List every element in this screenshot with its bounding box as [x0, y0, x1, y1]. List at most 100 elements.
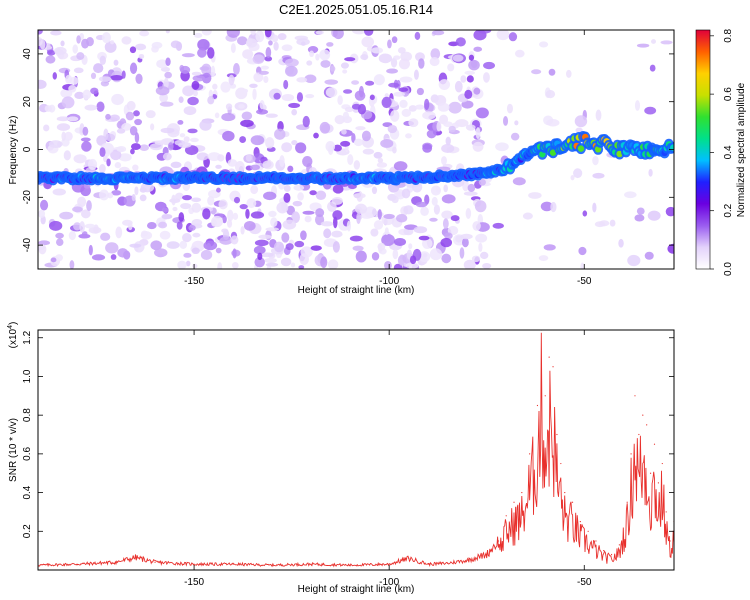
heatmap-noise-cell: [582, 210, 588, 217]
heatmap-noise-cell: [474, 200, 487, 213]
heatmap-noise-cell: [360, 212, 374, 219]
heatmap-noise-cell: [127, 222, 133, 231]
heatmap-noise-cell: [433, 204, 441, 215]
heatmap-noise-cell: [595, 109, 602, 121]
heatmap-noise-cell: [648, 168, 653, 177]
heatmap-noise-cell: [178, 212, 185, 222]
heatmap-noise-cell: [182, 85, 195, 97]
heatmap-noise-cell: [305, 94, 315, 99]
heatmap-noise-cell: [340, 62, 349, 69]
heatmap-noise-cell: [315, 53, 320, 61]
snr-y-axis-label: SNR (10 * v/v): [8, 418, 19, 482]
heatmap-noise-cell: [349, 235, 363, 242]
snr-data-point: [638, 433, 640, 436]
heatmap-noise-cell: [59, 211, 74, 220]
heatmap-y-tick-label: 0: [22, 146, 33, 152]
heatmap-noise-cell: [178, 142, 192, 149]
snr-y-tick-label: 1.2: [22, 330, 33, 344]
heatmap-noise-cell: [141, 230, 148, 237]
snr-data-point: [556, 433, 558, 436]
heatmap-noise-cell: [38, 245, 46, 251]
heatmap-noise-cell: [192, 90, 198, 97]
heatmap-noise-cell: [574, 115, 588, 128]
heatmap-noise-cell: [430, 48, 441, 60]
heatmap-noise-cell: [331, 196, 343, 205]
heatmap-noise-cell: [197, 38, 210, 51]
heatmap-noise-cell: [126, 100, 136, 111]
heatmap-noise-cell: [220, 81, 231, 93]
heatmap-noise-cell: [302, 155, 313, 168]
heatmap-noise-cell: [376, 162, 388, 168]
heatmap-noise-cell: [473, 46, 483, 52]
heatmap-noise-cell: [176, 221, 183, 230]
heatmap-noise-cell: [398, 58, 410, 70]
snr-data-point: [610, 553, 613, 556]
heatmap-noise-cell: [304, 74, 317, 84]
heatmap-noise-cell: [320, 221, 334, 227]
heatmap-noise-cell: [281, 232, 290, 243]
heatmap-noise-cell: [106, 158, 111, 167]
snr-data-point: [154, 561, 156, 563]
heatmap-noise-cell: [183, 136, 190, 143]
heatmap-noise-cell: [332, 241, 340, 253]
heatmap-noise-cell: [189, 137, 199, 143]
heatmap-noise-cell: [175, 192, 184, 200]
heatmap-noise-cell: [215, 247, 222, 254]
heatmap-noise-cell: [214, 112, 220, 119]
heatmap-noise-cell: [202, 208, 211, 220]
snr-data-point: [626, 501, 628, 503]
heatmap-noise-cell: [55, 254, 63, 262]
heatmap-noise-cell: [259, 99, 265, 110]
heatmap-noise-cell: [250, 30, 256, 36]
heatmap-noise-cell: [167, 142, 174, 151]
heatmap-noise-cell: [132, 164, 139, 171]
heatmap-noise-cell: [232, 248, 237, 259]
heatmap-noise-cell: [475, 233, 488, 243]
heatmap-noise-cell: [115, 226, 123, 239]
heatmap-noise-cell: [50, 30, 62, 36]
heatmap-noise-cell: [222, 130, 235, 142]
heatmap-noise-cell: [79, 221, 85, 233]
heatmap-noise-cell: [107, 192, 114, 199]
heatmap-noise-cell: [325, 87, 338, 98]
colorbar: [695, 29, 711, 270]
heatmap-noise-cell: [56, 123, 71, 131]
heatmap-noise-cell: [354, 90, 366, 101]
heatmap-noise-cell: [245, 38, 258, 48]
heatmap-noise-cell: [508, 32, 518, 42]
heatmap-noise-cell: [344, 57, 356, 62]
heatmap-noise-cell: [262, 160, 274, 170]
heatmap-noise-cell: [217, 262, 223, 269]
snr-data-point: [560, 462, 562, 465]
heatmap-noise-cell: [192, 263, 198, 269]
heatmap-noise-cell: [341, 129, 347, 135]
heatmap-noise-cell: [471, 255, 481, 263]
heatmap-noise-cell: [566, 69, 572, 78]
heatmap-y-tick-label: 40: [22, 48, 33, 60]
heatmap-noise-cell: [371, 47, 384, 54]
heatmap-noise-cell: [483, 61, 496, 70]
heatmap-noise-cell: [405, 262, 419, 269]
heatmap-noise-cell: [442, 218, 449, 229]
heatmap-noise-cell: [315, 190, 327, 200]
heatmap-noise-cell: [72, 206, 83, 213]
heatmap-noise-cell: [56, 116, 70, 122]
heatmap-noise-cell: [121, 70, 126, 79]
heatmap-noise-cell: [503, 116, 509, 126]
heatmap-noise-cell: [381, 234, 395, 247]
heatmap-noise-cell: [627, 254, 641, 267]
heatmap-noise-cell: [441, 210, 453, 219]
heatmap-noise-cell: [310, 245, 322, 251]
heatmap-noise-cell: [192, 75, 206, 82]
heatmap-noise-cell: [329, 65, 336, 72]
heatmap-noise-cell: [466, 75, 474, 83]
heatmap-noise-cell: [273, 41, 279, 51]
heatmap-noise-cell: [160, 127, 175, 134]
heatmap-noise-cell: [391, 36, 398, 44]
heatmap-noise-cell: [342, 69, 348, 74]
heatmap-noise-cell: [177, 260, 187, 269]
heatmap-noise-cell: [63, 150, 71, 161]
heatmap-noise-cell: [100, 80, 110, 87]
heatmap-noise-cell: [540, 201, 553, 212]
heatmap-noise-cell: [192, 232, 201, 238]
